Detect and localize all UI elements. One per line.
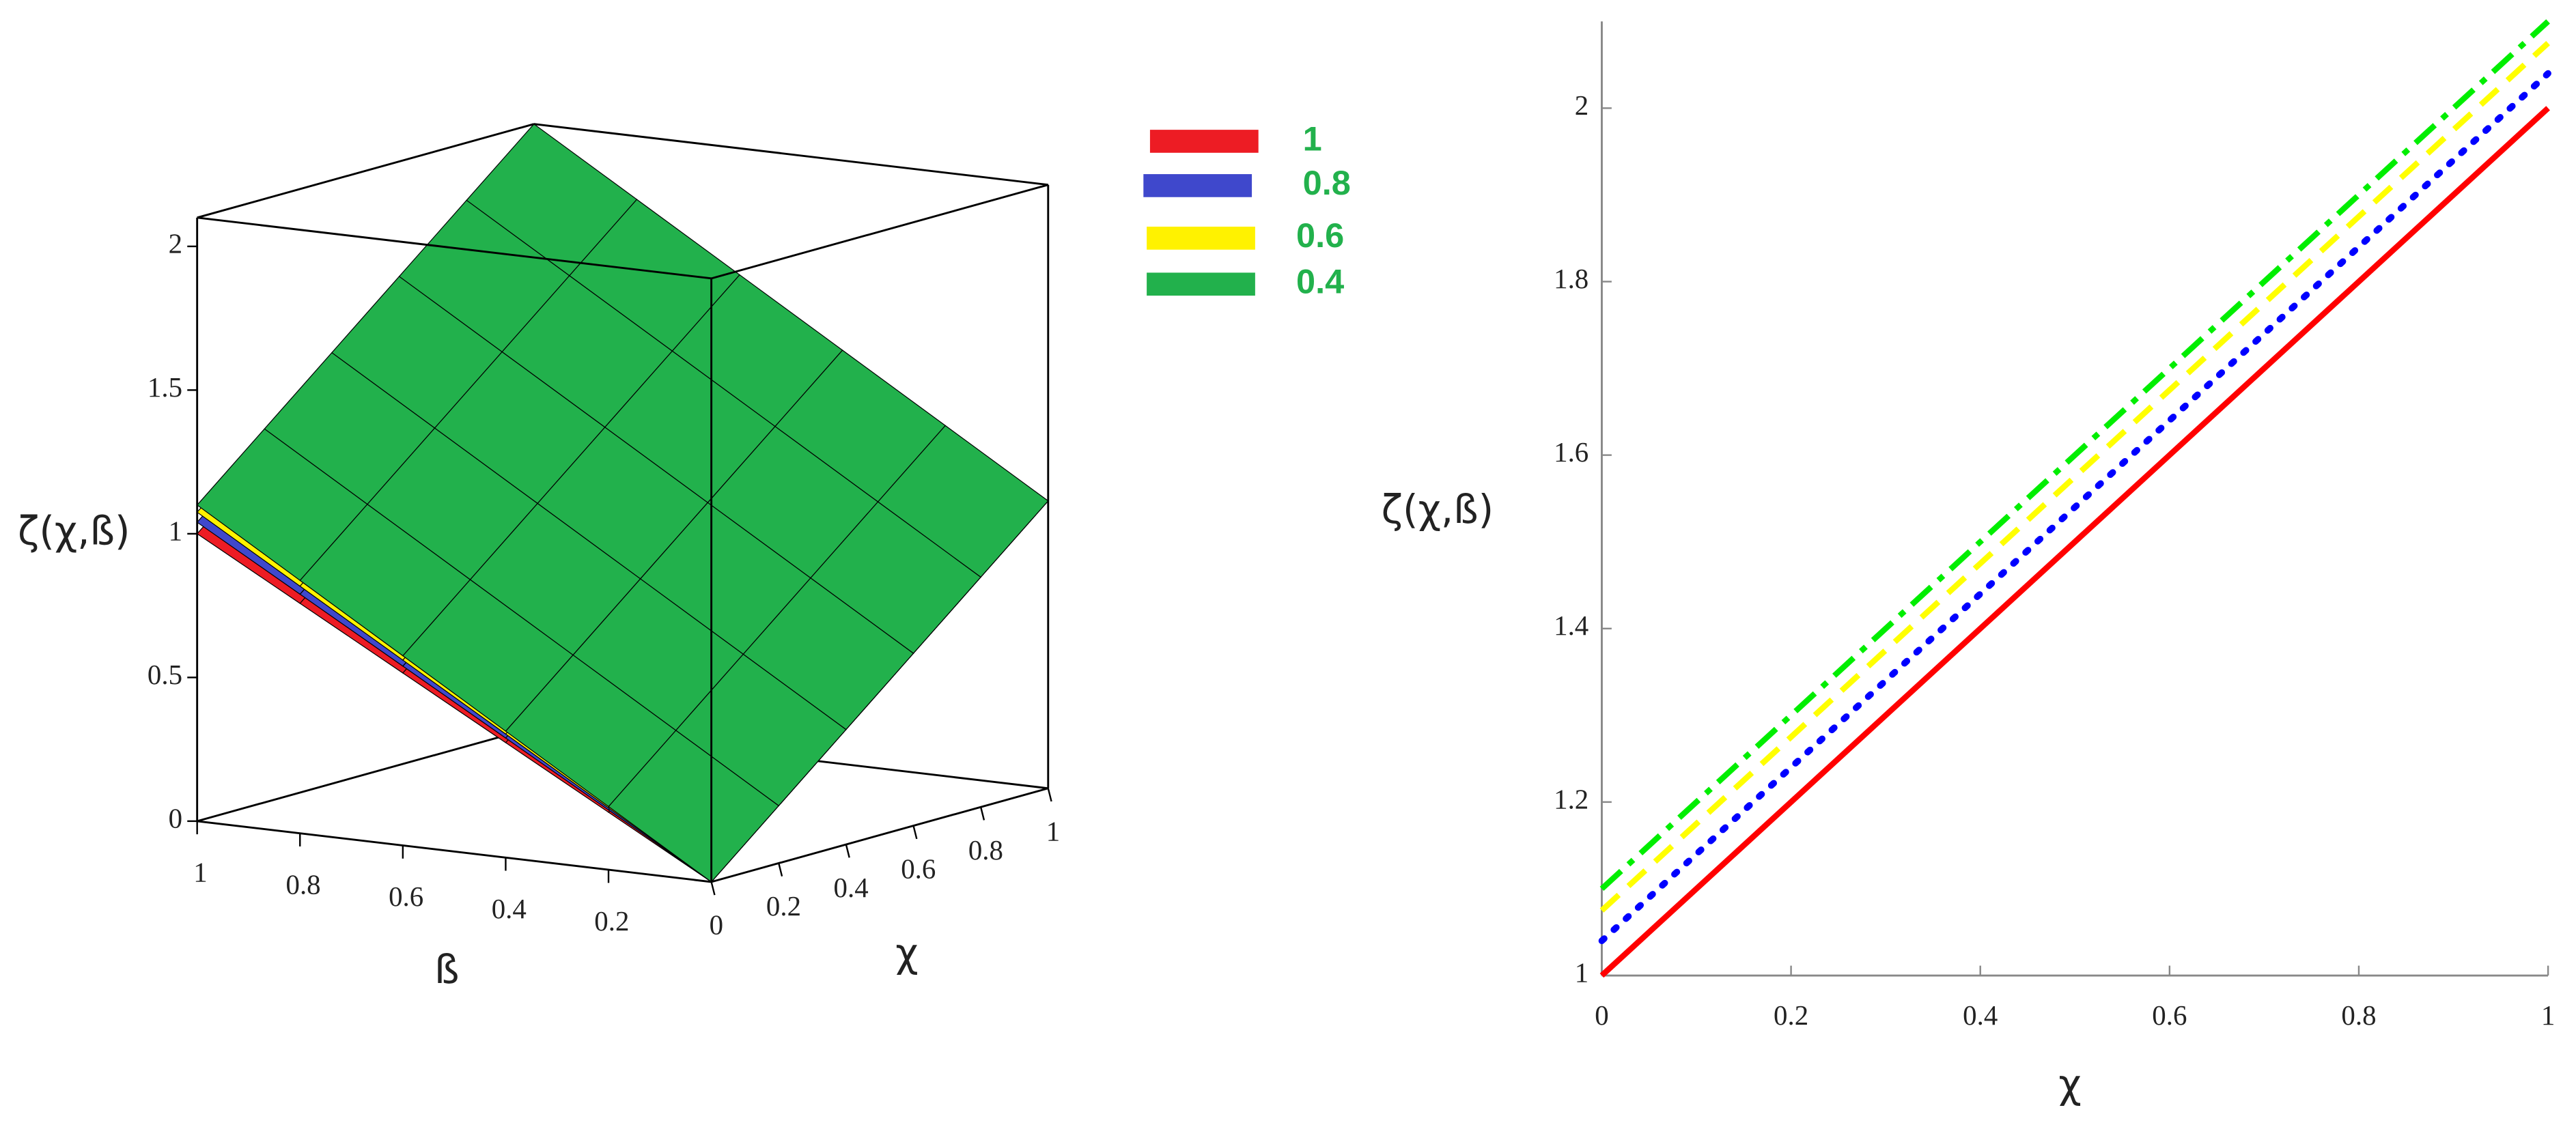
legend-label: 0.6 [1296,216,1344,255]
box-edge [197,123,535,219]
x-tick-label: 0.6 [2152,1000,2187,1031]
x-tick-label: 0.2 [766,891,801,922]
z-tick-label: 2 [169,228,182,259]
x-tick-label: 0.4 [834,872,869,903]
legend-swatch [1149,130,1259,153]
line-series [1599,41,2550,913]
legend-swatch [1147,227,1255,250]
box-edge [197,726,535,823]
box-edge [533,123,1048,186]
x-tick-label: 0.8 [2341,1000,2376,1031]
z-axis-label: ζ(χ,ß) [18,508,130,554]
x-tick-label: 1 [2541,1000,2555,1031]
x-tick [778,863,783,877]
x-tick [1047,788,1052,802]
x-axis-label: χ [895,930,918,976]
box-edge [711,787,1049,883]
y-tick-label: 2 [1575,90,1588,121]
legend-label: 0.8 [1303,163,1351,202]
x-tick [710,881,716,896]
line-series [1599,106,2550,978]
y-tick-label: 0.6 [389,881,423,912]
box-edge [197,216,712,280]
y-tick-label: 1.4 [1554,610,1588,641]
y-tick-label: 1.2 [1554,784,1588,814]
y-tick-label: 1 [1575,957,1588,988]
x-tick-label: 0 [710,910,723,941]
x-tick-label: 0.6 [901,853,936,884]
legend-label: 1 [1303,119,1322,158]
x-tick [979,806,985,821]
y-tick-label: 1.8 [1554,264,1588,294]
x-tick-label: 0 [1595,1000,1608,1031]
x-tick [912,825,918,840]
z-tick-label: 0 [169,803,182,834]
y-tick-label: 0.4 [492,894,527,924]
y-tick-label: 0.2 [594,906,629,937]
legend-swatch [1147,272,1255,296]
box-edge [197,820,712,883]
y-axis-label: ζ(χ,ß) [1382,486,1494,532]
x-tick-label: 1 [1046,816,1060,847]
legend-swatch [1143,174,1252,197]
z-tick-label: 1.5 [148,372,182,403]
x-tick-label: 0.8 [968,835,1003,866]
box-edge [711,184,1049,280]
x-tick-label: 0.4 [1963,1000,1998,1031]
z-tick-label: 0.5 [148,659,182,690]
line-series [1599,19,2550,892]
line-series [1598,70,2551,944]
x-tick-label: 0.2 [1774,1000,1808,1031]
x-tick [845,844,850,858]
y-tick-label: 0.8 [286,869,321,900]
x-axis-label: χ [2058,1061,2081,1107]
y-tick-label: 1 [193,857,207,888]
z-tick-label: 1 [169,515,182,546]
y-tick-label: 1.6 [1554,437,1588,468]
legend-label: 0.4 [1296,262,1344,301]
y-axis-label: ß [434,946,459,993]
